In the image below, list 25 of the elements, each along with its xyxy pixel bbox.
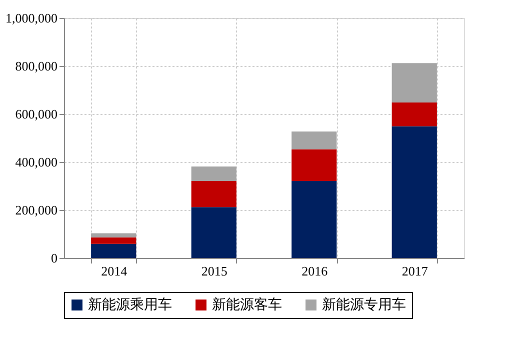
bar (191, 166, 236, 181)
bar (392, 63, 437, 102)
bar (91, 233, 136, 238)
x-tick-label: 2014 (101, 264, 128, 278)
y-tick-label: 600,000 (15, 106, 58, 122)
y-tick-label: 400,000 (15, 154, 58, 170)
bar (292, 149, 337, 181)
legend-label: 新能源专用车 (322, 297, 406, 313)
bar (292, 132, 337, 150)
y-tick-label: 1,000,000 (6, 10, 58, 26)
bar (191, 180, 236, 208)
bar (191, 207, 236, 258)
y-tick-label: 0 (51, 250, 58, 266)
bar (392, 102, 437, 126)
x-tick-label: 2015 (201, 264, 228, 278)
bar (392, 126, 437, 258)
x-tick-label: 2016 (302, 264, 328, 278)
legend-label: 新能源客车 (212, 297, 282, 313)
bar (91, 237, 136, 244)
bar (91, 244, 136, 258)
bar (292, 180, 337, 258)
x-tick-label: 2017 (402, 264, 428, 278)
y-tick-label: 800,000 (15, 58, 58, 74)
y-tick-label: 200,000 (15, 202, 58, 218)
legend-label: 新能源乘用车 (88, 297, 172, 313)
